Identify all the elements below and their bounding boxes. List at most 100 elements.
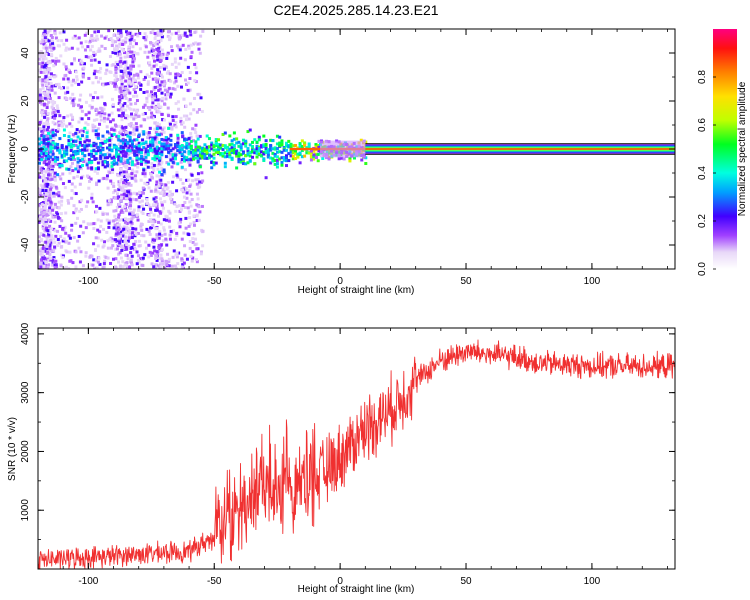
spectrogram-cell bbox=[142, 105, 146, 109]
spectrogram-cell bbox=[197, 108, 201, 112]
spectrogram-cell bbox=[170, 32, 174, 36]
spectrogram-cell bbox=[188, 88, 192, 92]
spectrogram-cell bbox=[65, 159, 69, 163]
spectrogram-cell bbox=[160, 234, 164, 238]
spectrogram-cell bbox=[157, 154, 161, 158]
spectrogram-cell bbox=[198, 154, 202, 158]
spectrogram-cell bbox=[50, 185, 54, 189]
spectrogram-cell bbox=[157, 243, 161, 247]
spectrogram-cell bbox=[130, 172, 134, 176]
spectrogram-cell bbox=[147, 229, 151, 233]
spectrogram-cell bbox=[280, 160, 284, 164]
spectrogram-cell bbox=[128, 236, 132, 240]
spectrogram-cell bbox=[185, 178, 189, 182]
spectrogram-cell bbox=[67, 68, 71, 72]
spectrogram-cell bbox=[127, 221, 131, 225]
spectrogram-cell bbox=[42, 215, 46, 219]
spectrogram-cell bbox=[38, 188, 42, 192]
spectrogram-cell bbox=[181, 203, 185, 207]
spectrogram-cell bbox=[124, 140, 128, 144]
spectrogram-cell bbox=[60, 146, 64, 150]
spectrogram-cell bbox=[226, 154, 230, 158]
spectrogram-cell bbox=[101, 134, 105, 138]
spectrogram-cell bbox=[117, 134, 121, 138]
spectrogram-cell bbox=[138, 200, 142, 204]
spectrogram-cell bbox=[135, 72, 139, 76]
spectrogram-cell bbox=[108, 136, 112, 140]
spectrogram-cell bbox=[89, 177, 93, 181]
spectrogram-cell bbox=[199, 250, 203, 254]
spectrogram-cell bbox=[232, 149, 236, 153]
spectrogram-cell bbox=[164, 183, 168, 187]
spectrogram-cell bbox=[122, 225, 126, 229]
spectrogram-cell bbox=[76, 174, 80, 178]
spectrogram-cell bbox=[44, 219, 48, 223]
spectrogram-cell bbox=[159, 182, 163, 186]
spectrogram-cell bbox=[187, 178, 191, 182]
spectrogram-cell bbox=[180, 257, 184, 261]
spectrogram-cell bbox=[96, 161, 100, 165]
spectrogram-cell bbox=[70, 223, 74, 227]
spectrogram-cell bbox=[289, 154, 293, 158]
spectrogram-cell bbox=[103, 153, 107, 157]
spectrogram-cell bbox=[53, 202, 57, 206]
spectrogram-xtick-label: 0 bbox=[337, 276, 343, 287]
spectrogram-cell bbox=[175, 44, 179, 48]
spectrogram-cell bbox=[62, 152, 66, 156]
spectrogram-cell bbox=[155, 183, 159, 187]
spectrogram-cell bbox=[75, 36, 79, 40]
spectrogram-cell bbox=[124, 79, 128, 83]
spectrogram-cell bbox=[86, 122, 90, 126]
spectrogram-cell bbox=[195, 242, 199, 246]
spectrogram-cell bbox=[241, 138, 245, 142]
spectrogram-cell bbox=[49, 175, 53, 179]
spectrogram-cell bbox=[317, 145, 321, 149]
spectrogram-cell bbox=[132, 64, 136, 68]
spectrogram-cell bbox=[168, 211, 172, 215]
spectrogram-cell bbox=[98, 122, 102, 126]
spectrogram-cell bbox=[67, 135, 71, 139]
spectrogram-cell bbox=[38, 191, 41, 195]
spectrogram-cell bbox=[197, 218, 201, 222]
spectrogram-cell bbox=[190, 50, 194, 54]
spectrogram-cell bbox=[40, 155, 44, 159]
spectrogram-cell bbox=[155, 233, 159, 237]
spectrogram-cell bbox=[145, 35, 149, 39]
spectrogram-cell bbox=[81, 143, 85, 147]
spectrogram-cell bbox=[80, 131, 84, 135]
spectrogram-cell bbox=[106, 186, 110, 190]
spectrogram-cell bbox=[58, 114, 62, 118]
spectrogram-cell bbox=[154, 196, 158, 200]
spectrogram-cell bbox=[55, 266, 59, 269]
spectrogram-cell bbox=[47, 131, 51, 135]
spectrogram-cell bbox=[132, 242, 136, 246]
spectrogram-cell bbox=[192, 42, 196, 46]
spectrogram-cell bbox=[171, 157, 175, 161]
spectrogram-cell bbox=[300, 139, 304, 143]
spectrogram-cell bbox=[149, 93, 153, 97]
spectrogram-cell bbox=[175, 251, 179, 255]
spectrogram-cell bbox=[69, 165, 73, 169]
spectrogram-cell bbox=[248, 159, 252, 163]
spectrogram-cell bbox=[44, 226, 48, 230]
spectrogram-cell bbox=[38, 120, 42, 124]
spectrogram-cell bbox=[176, 139, 180, 143]
spectrogram-cell bbox=[51, 213, 55, 217]
spectrogram-cell bbox=[92, 154, 96, 158]
spectrogram-cell bbox=[155, 250, 159, 254]
spectrogram-cell bbox=[201, 152, 205, 156]
spectrogram-cell bbox=[183, 33, 187, 37]
spectrogram-cell bbox=[291, 149, 295, 153]
spectrogram-cell bbox=[303, 141, 307, 145]
spectrogram-cell bbox=[87, 160, 91, 164]
spectrogram-cell bbox=[56, 215, 60, 219]
spectrogram-cell bbox=[48, 93, 52, 97]
spectrogram-cell bbox=[116, 78, 120, 82]
spectrogram-cell bbox=[65, 167, 69, 171]
spectrogram-cell bbox=[287, 159, 291, 163]
spectrogram-cell bbox=[111, 170, 115, 174]
spectrogram-cell bbox=[125, 225, 129, 229]
spectrogram-cell bbox=[44, 38, 48, 42]
spectrogram-cell bbox=[61, 182, 65, 186]
spectrogram-cell bbox=[155, 156, 159, 160]
